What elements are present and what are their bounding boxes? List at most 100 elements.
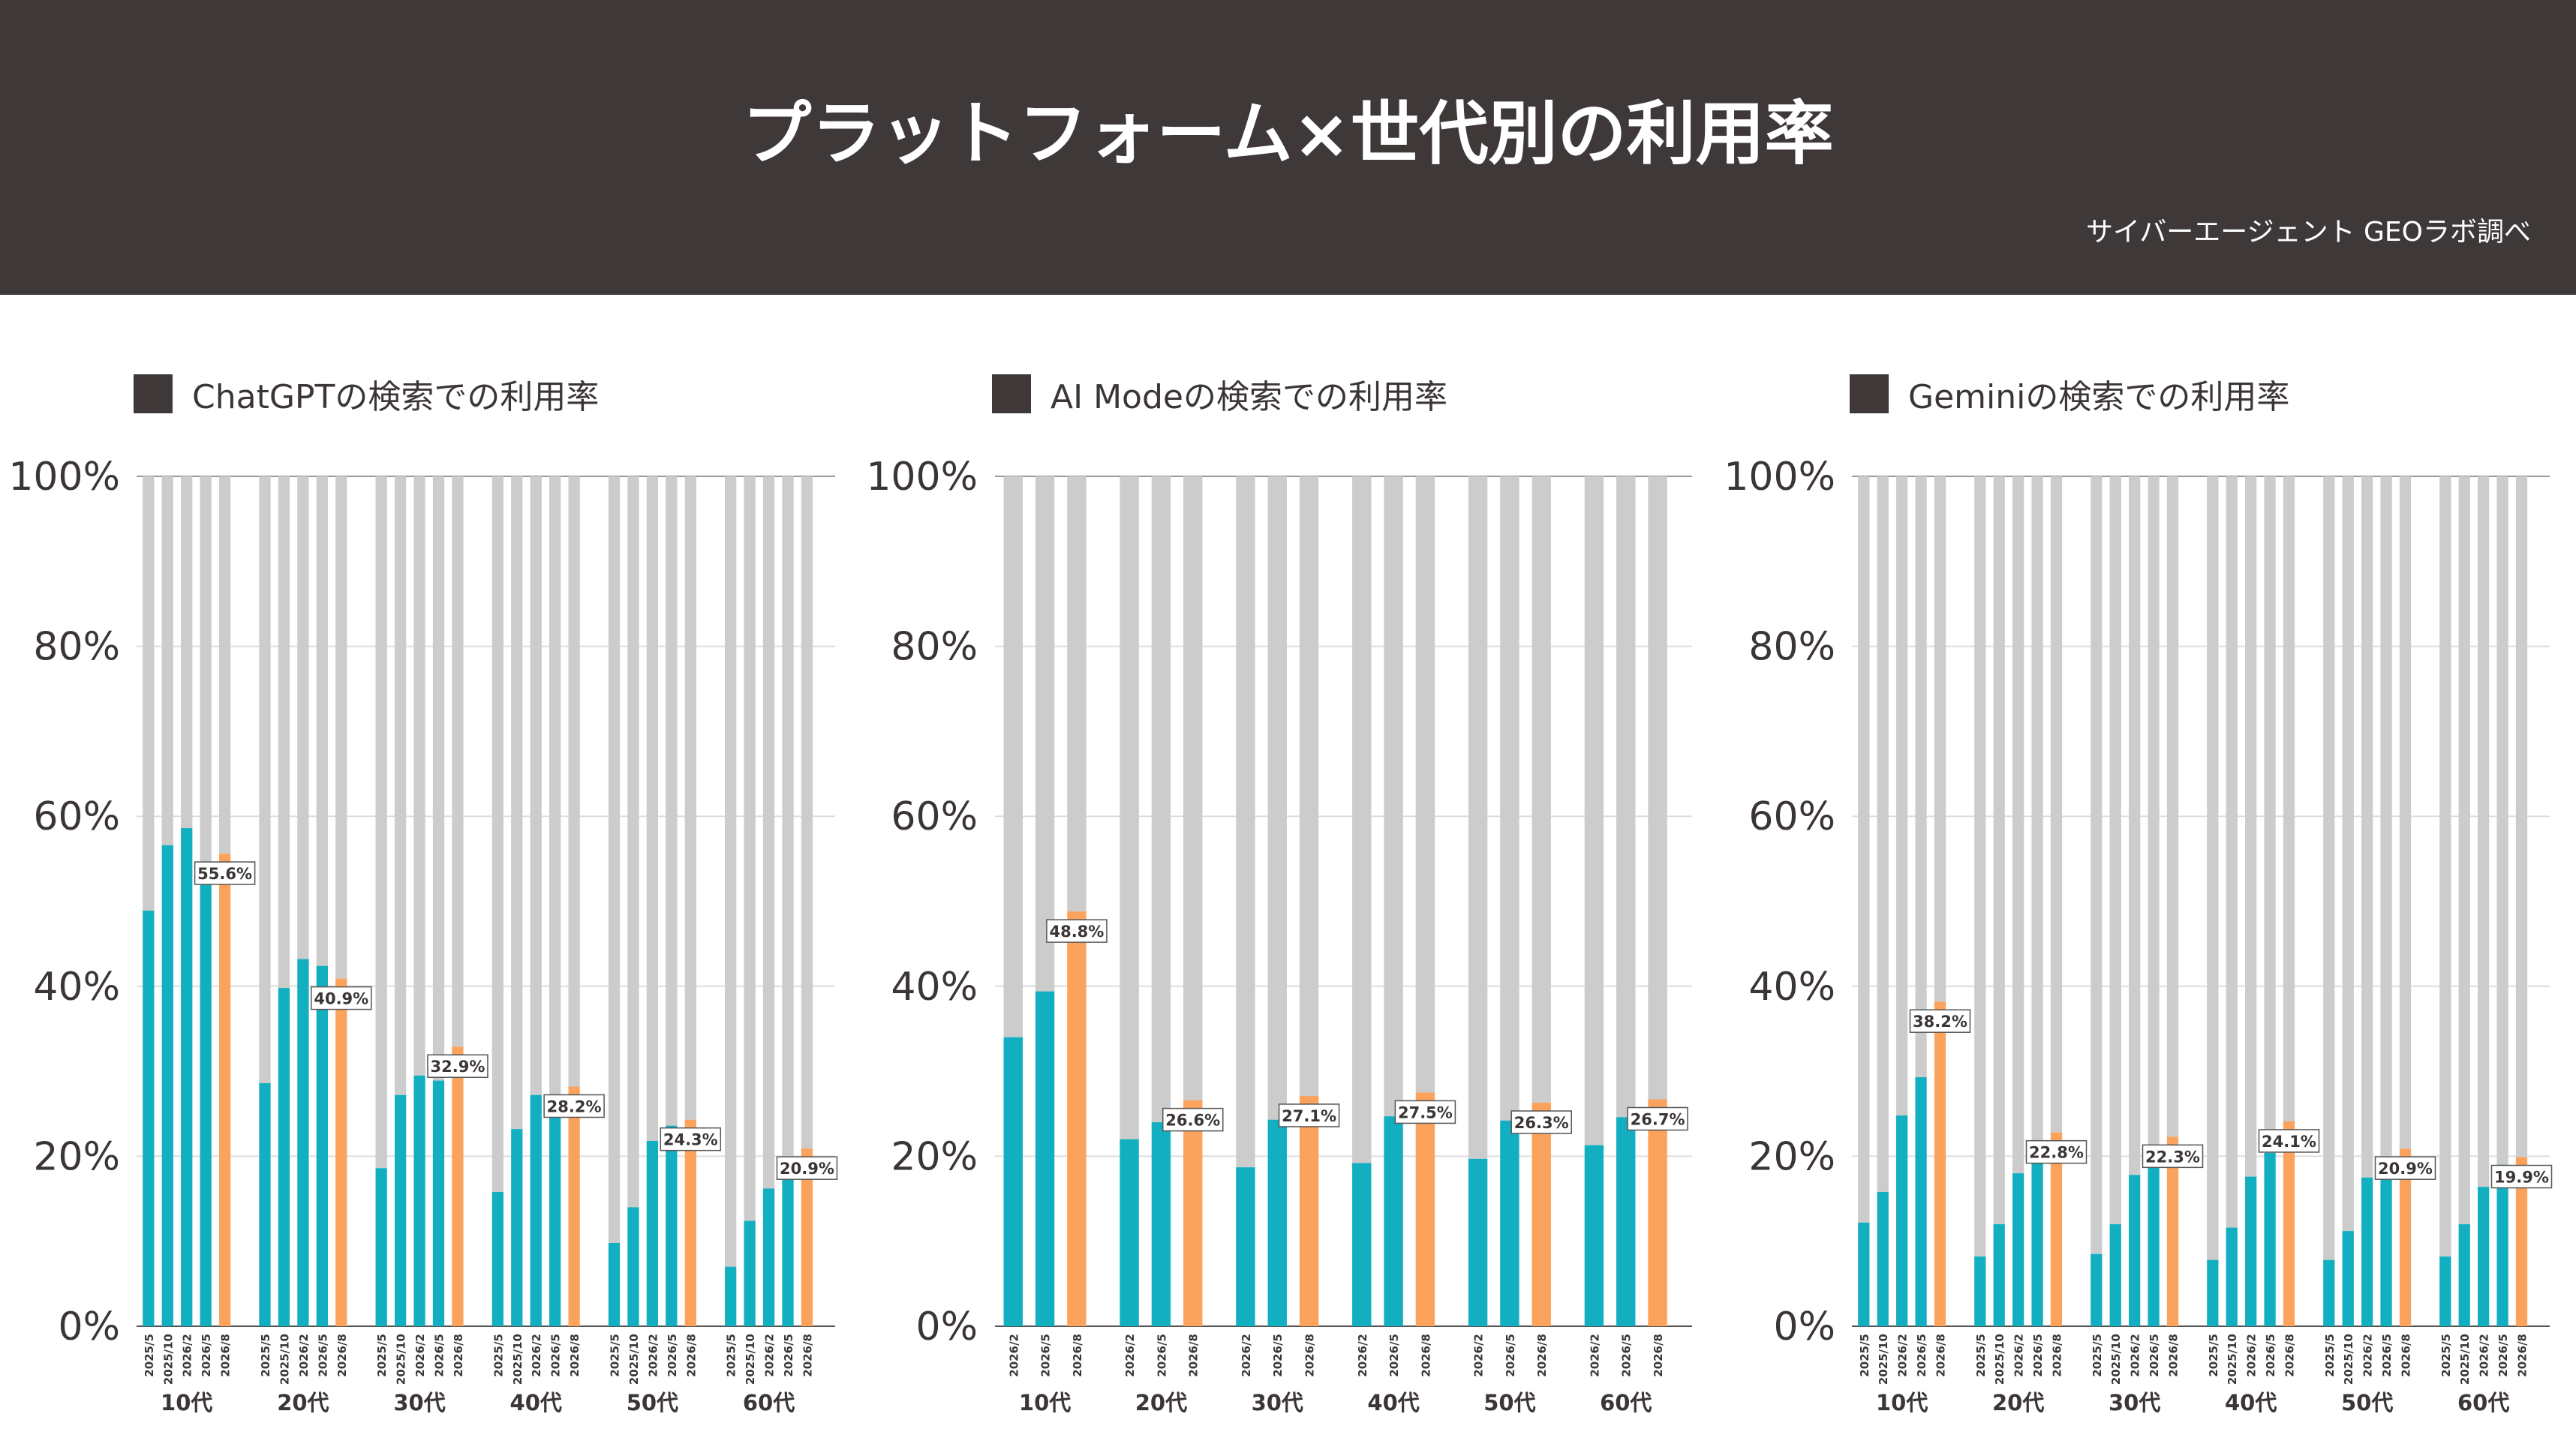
chart-2-data-label: 26.3% xyxy=(1514,1114,1569,1132)
chart-1-x-tick-label: 2025/10 xyxy=(278,1334,291,1385)
chart-1-data-label-box xyxy=(660,1127,722,1151)
chart-3-x-tick-label: 2025/5 xyxy=(2091,1334,2104,1377)
chart-1-bar-remainder xyxy=(801,476,813,1149)
chart-2-y-tick-label: 60% xyxy=(891,794,978,839)
chart-2-data-label-box xyxy=(1627,1106,1688,1131)
chart-3-data-label-box xyxy=(2258,1129,2320,1153)
chart-1-bar-remainder xyxy=(335,476,347,979)
chart-1-y-tick-label: 0% xyxy=(59,1304,121,1349)
chart-1-legend: ChatGPTの検索での利用率 xyxy=(134,373,600,416)
chart-2-data-label: 27.1% xyxy=(1282,1107,1336,1125)
chart-2-bar-value xyxy=(1120,1139,1139,1326)
chart-1-bar-remainder xyxy=(218,476,231,854)
chart-3-bar-remainder xyxy=(2109,476,2121,1225)
chart-2-bar-value xyxy=(1352,1163,1372,1326)
chart-1-bar-remainder xyxy=(568,476,580,1087)
chart-1-bar-value xyxy=(491,1191,503,1326)
chart-3-bar-value xyxy=(2109,1224,2121,1326)
chart-1-bar-value xyxy=(627,1207,639,1326)
chart-3-x-tick-label: 2025/10 xyxy=(2109,1334,2123,1385)
chart-3-x-tick-label: 2026/5 xyxy=(2264,1334,2277,1377)
chart-2-y-tick-label: 20% xyxy=(891,1134,978,1179)
chart-1-bar-remainder xyxy=(181,476,193,829)
chart-3-group-label: 10代 xyxy=(1876,1390,1928,1415)
chart-1-bar-remainder xyxy=(744,476,756,1221)
chart-1-bar-remainder xyxy=(725,476,737,1267)
chart-3-bar-remainder xyxy=(2361,476,2373,1178)
chart-3-x-tick-label: 2025/5 xyxy=(2439,1334,2453,1377)
chart-2-bar-value xyxy=(1299,1095,1319,1326)
chart-3-bar-remainder xyxy=(2207,476,2219,1260)
chart-3-bar-remainder xyxy=(1915,476,1927,1078)
chart-3-x-tick-label: 2025/5 xyxy=(1858,1334,1871,1377)
chart-3-y-tick-label: 0% xyxy=(1774,1304,1836,1349)
header-bar: プラットフォーム×世代別の利用率 サイバーエージェント GEOラボ調べ xyxy=(0,0,2576,295)
chart-1-data-label: 40.9% xyxy=(314,990,368,1008)
chart-3-y-tick-label: 40% xyxy=(1748,965,1835,1010)
chart-1-x-tick-label: 2025/5 xyxy=(143,1334,156,1377)
chart-1-bar-value xyxy=(316,965,328,1326)
chart-1-x-tick-label: 2026/5 xyxy=(666,1334,679,1377)
chart-1-title: ChatGPTの検索での利用率 xyxy=(192,378,600,416)
chart-1-data-label-box xyxy=(194,861,256,885)
chart-2-bar-value xyxy=(1648,1099,1667,1326)
chart-3-x-tick-label: 2025/5 xyxy=(2207,1334,2220,1377)
chart-2-bar-value xyxy=(1584,1145,1604,1326)
chart-2-legend: AI Modeの検索での利用率 xyxy=(992,373,1447,416)
chart-3-bar-value xyxy=(2129,1175,2141,1326)
chart-3-x-tick-label: 2025/5 xyxy=(2323,1334,2337,1377)
chart-3-bar-value xyxy=(2207,1259,2219,1326)
chart-2-bar-remainder xyxy=(1415,476,1435,1093)
chart-2-x-tick-label: 2026/5 xyxy=(1387,1334,1401,1377)
chart-1-group-label: 10代 xyxy=(161,1390,212,1415)
chart-2-data-label-box xyxy=(1394,1100,1456,1124)
chart-3-bar-remainder xyxy=(2283,476,2295,1121)
chart-1-y-tick-label: 20% xyxy=(33,1134,120,1179)
chart-1-bar-value xyxy=(278,988,290,1326)
chart-1-bar-value xyxy=(335,978,347,1326)
chart-1-bar-value xyxy=(375,1168,387,1326)
chart-2-y-tick-label: 100% xyxy=(866,455,978,500)
chart-2-x-tick-label: 2026/2 xyxy=(1123,1334,1137,1377)
chart-1-bar-value xyxy=(413,1075,425,1326)
chart-2-bar-value xyxy=(1183,1100,1203,1326)
chart-2-bar-remainder xyxy=(1183,476,1203,1100)
chart-2-x-tick-label: 2026/8 xyxy=(1652,1334,1665,1377)
chart-3-x-tick-label: 2026/8 xyxy=(1934,1334,1947,1377)
chart-2-group-label: 50代 xyxy=(1483,1390,1535,1415)
chart-2-bar-remainder xyxy=(1384,476,1403,1117)
chart-1-bar-remainder xyxy=(491,476,503,1192)
page-title: プラットフォーム×世代別の利用率 xyxy=(742,94,1834,174)
chart-1-bar-remainder xyxy=(530,476,542,1095)
chart-3-bar-value xyxy=(1877,1191,1889,1326)
chart-2-group-label: 40代 xyxy=(1367,1390,1419,1415)
chart-3-group-label: 30代 xyxy=(2109,1390,2160,1415)
chart-3-x-tick-label: 2026/2 xyxy=(2012,1334,2026,1377)
chart-3-bar-remainder xyxy=(2496,476,2508,1165)
chart-3-bar-value xyxy=(1858,1222,1870,1326)
chart-3-bar-value xyxy=(2031,1160,2043,1326)
chart-3-bar-remainder xyxy=(2380,476,2392,1179)
chart-2-bar-value xyxy=(1003,1037,1023,1326)
chart-1-x-tick-label: 2025/10 xyxy=(511,1334,525,1385)
chart-2-data-label: 26.7% xyxy=(1631,1110,1685,1128)
chart-1-data-label: 32.9% xyxy=(431,1058,485,1076)
chart-2-data-label: 27.5% xyxy=(1398,1103,1453,1121)
chart-3-bar-value xyxy=(2050,1132,2063,1326)
chart-3-group-label: 40代 xyxy=(2225,1390,2277,1415)
chart-2-bar-remainder xyxy=(1352,476,1372,1163)
chart-3-bar-remainder xyxy=(2012,476,2024,1174)
chart-3-x-tick-label: 2025/5 xyxy=(1974,1334,1988,1377)
chart-1-x-tick-label: 2026/8 xyxy=(568,1334,582,1377)
chart-3-x-tick-label: 2026/5 xyxy=(2380,1334,2394,1377)
chart-1-x-tick-label: 2026/8 xyxy=(801,1334,814,1377)
chart-3-bar-value xyxy=(1915,1077,1927,1326)
chart-2-x-tick-label: 2026/8 xyxy=(1187,1334,1201,1377)
chart-2-bar-value xyxy=(1500,1120,1519,1326)
chart-1-x-tick-label: 2026/2 xyxy=(763,1334,777,1377)
chart-2-bar-remainder xyxy=(1616,476,1636,1118)
chart-3-bar-value xyxy=(2091,1253,2103,1326)
chart-3-data-label: 20.9% xyxy=(2378,1160,2433,1178)
chart-1-bar-remainder xyxy=(608,476,621,1243)
chart-2-bar-remainder xyxy=(1120,476,1139,1139)
